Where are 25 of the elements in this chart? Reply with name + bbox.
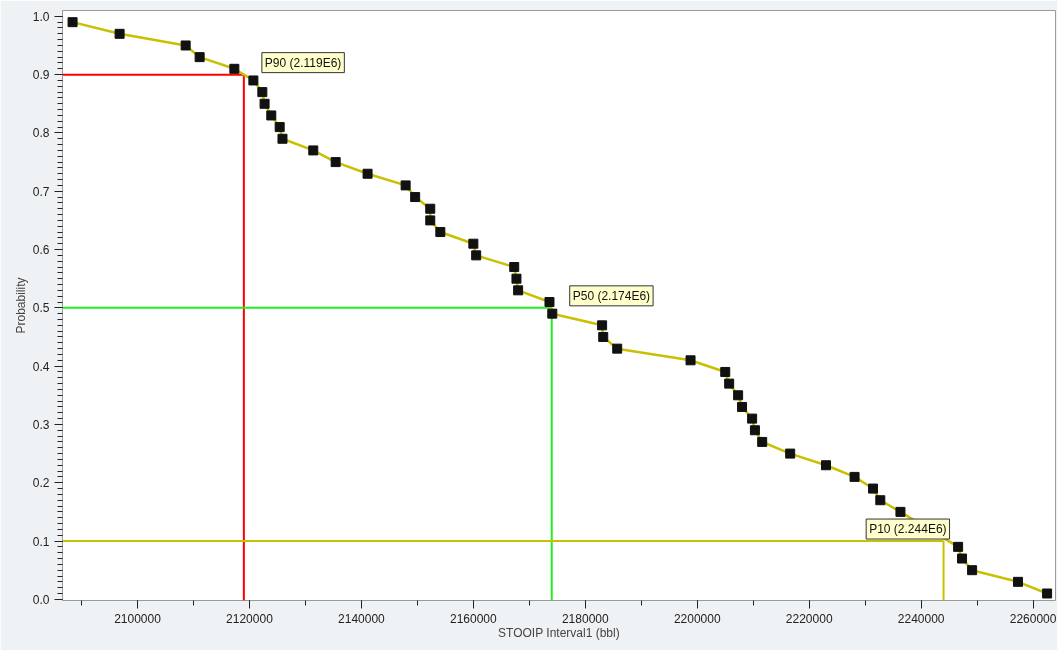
y-axis-title: Probability [13,277,28,334]
ref-line-label: P10 (2.244E6) [869,522,947,537]
y-tick-label: 0.4 [32,359,50,374]
ref-line-label: P50 (2.174E6) [572,288,651,303]
y-tick-label: 0.5 [32,301,50,316]
x-axis-title: STOOIP Interval1 (bbl) [498,625,620,640]
y-tick-label: 0.1 [32,534,50,549]
y-tick-label: 0.2 [32,476,50,491]
y-tick-label: 0.7 [32,184,50,199]
y-tick-label: 0.9 [32,68,50,83]
y-tick-label: 0.6 [32,243,50,258]
x-tick-label: 2120000 [226,611,274,626]
y-tick-label: 1.0 [32,9,50,24]
ref-line-label: P90 (2.119E6) [264,55,342,70]
x-tick-label: 2180000 [561,611,609,626]
x-tick-label: 2140000 [338,611,386,626]
x-tick-label: 2220000 [785,611,833,626]
y-tick-label: 0.0 [32,592,50,607]
x-tick-label: 2200000 [673,611,721,626]
y-tick-label: 0.8 [32,126,50,141]
x-tick-label: 2240000 [897,611,945,626]
x-tick-label: 2100000 [114,611,162,626]
y-tick-label: 0.3 [32,417,50,432]
x-tick-label: 2160000 [450,611,498,626]
x-tick-label: 2260000 [1009,611,1057,626]
